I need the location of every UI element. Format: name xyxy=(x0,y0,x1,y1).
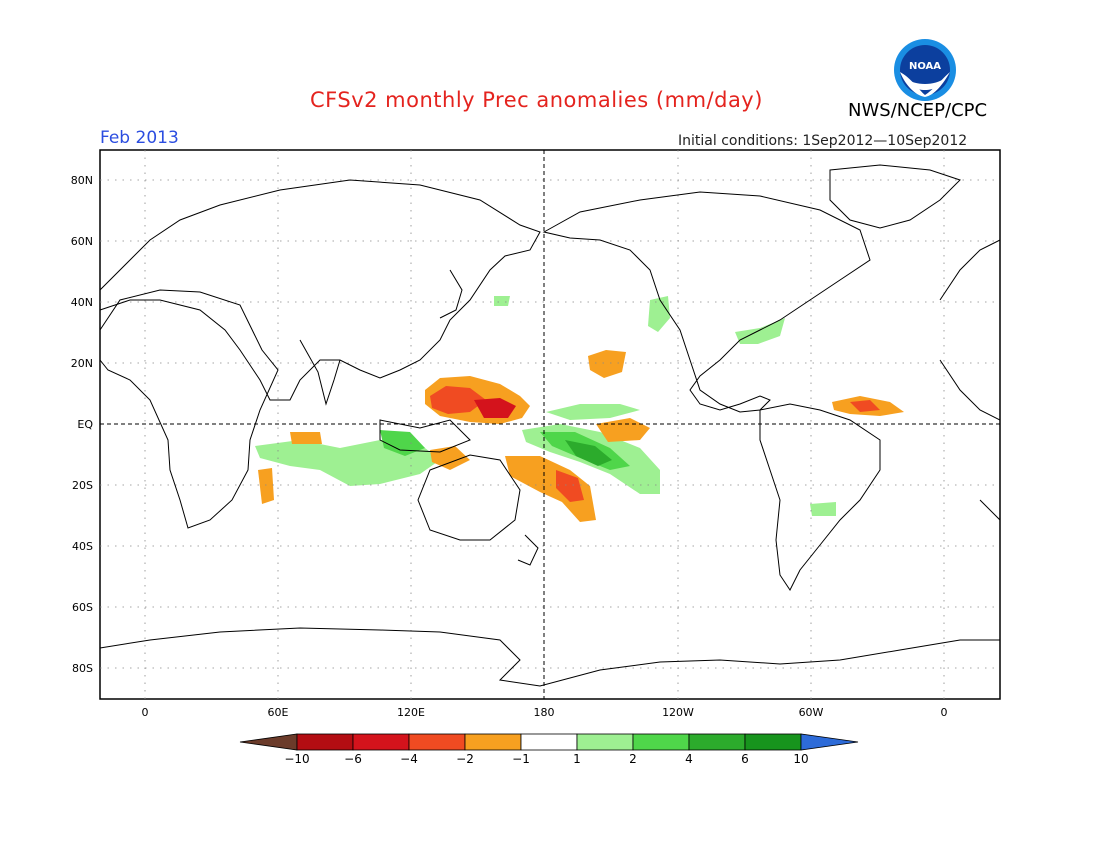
anomaly-region-indian-dry xyxy=(290,432,322,444)
coast-greenland xyxy=(829,164,961,229)
anomaly-region-cpac-wet-core xyxy=(565,440,612,466)
colorbar-swatch xyxy=(688,733,746,751)
colorbar-label: 4 xyxy=(685,752,693,766)
colorbar-label: 1 xyxy=(573,752,581,766)
colorbar-swatch xyxy=(520,733,578,751)
lat-label-60s: 60S xyxy=(72,601,93,614)
anomaly-region-wpac-dry-core xyxy=(430,386,486,414)
colorbar-swatch xyxy=(576,733,634,751)
coast-europe-west xyxy=(939,239,1001,301)
colorbar-swatch xyxy=(464,733,522,751)
anomaly-region-atlantic-dry-core xyxy=(850,400,880,412)
anomaly-region-indo-wet-core xyxy=(380,430,425,456)
colorbar-swatch xyxy=(352,733,410,751)
coast-europe-asia xyxy=(99,179,541,401)
colorbar-label: −6 xyxy=(344,752,362,766)
lon-label-60e: 60E xyxy=(268,706,289,719)
coast-africa-east xyxy=(939,359,1001,522)
lat-label-20s: 20S xyxy=(72,479,93,492)
lat-label-40n: 40N xyxy=(71,296,93,309)
coast-japan xyxy=(439,269,463,319)
forecast-period: Feb 2013 xyxy=(100,128,179,148)
coast-north-america xyxy=(542,191,871,413)
lat-label-80s: 80S xyxy=(72,662,93,675)
anomaly-region-eq-wet-north xyxy=(546,404,640,420)
lat-label-80n: 80N xyxy=(71,174,93,187)
initial-conditions: Initial conditions: 1Sep2012—10Sep2012 xyxy=(678,133,968,149)
colorbar-swatch xyxy=(744,733,802,751)
colorbar-swatch xyxy=(408,733,466,751)
lat-label-60n: 60N xyxy=(71,235,93,248)
colorbar-triangle-high xyxy=(800,733,859,751)
colorbar-label: 2 xyxy=(629,752,637,766)
coast-south-america xyxy=(759,403,881,591)
colorbar-label: 10 xyxy=(793,752,808,766)
colorbar-triangle-low xyxy=(239,733,298,751)
coast-antarctica xyxy=(99,627,1000,687)
colorbar-label: 6 xyxy=(741,752,749,766)
colorbar-label: −10 xyxy=(284,752,309,766)
lat-label-20n: 20N xyxy=(71,357,93,370)
anomaly-region-japan-wet xyxy=(494,296,510,306)
noaa-logo-text: NOAA xyxy=(909,61,941,72)
lat-label-40s: 40S xyxy=(72,540,93,553)
anomaly-shading xyxy=(255,296,904,522)
lon-label-180: 180 xyxy=(534,706,555,719)
coast-australia xyxy=(417,454,521,541)
anomaly-region-caribbean-wet xyxy=(735,318,785,344)
lon-label-120e: 120E xyxy=(397,706,425,719)
anomaly-region-madagascar-dry xyxy=(258,468,274,504)
anomaly-region-brazil-wet xyxy=(810,502,836,516)
anomaly-region-spcz-dry-core xyxy=(556,470,584,502)
map-title: CFSv2 monthly Prec anomalies (mm/day) xyxy=(310,88,763,112)
coast-india xyxy=(299,339,341,406)
coastlines xyxy=(99,164,1001,687)
colorbar: −10 −6 −4 −2 −1 1 2 4 6 10 xyxy=(239,733,859,766)
graticule xyxy=(100,150,1000,699)
noaa-logo-icon: NOAA xyxy=(894,39,956,101)
lat-labels: 80N 60N 40N 20N EQ 20S 40S 60S 80S xyxy=(71,174,94,675)
anomaly-region-australia-dry xyxy=(430,446,470,470)
colorbar-label: −2 xyxy=(456,752,474,766)
anomaly-region-hawaii-dry xyxy=(588,350,626,378)
colorbar-swatch xyxy=(296,733,354,751)
coast-indonesia xyxy=(379,419,471,453)
lon-label-120w: 120W xyxy=(662,706,694,719)
anomaly-region-pacific-nw-wet xyxy=(648,296,670,332)
anomaly-region-wpac-dry-core2 xyxy=(474,398,516,418)
lon-labels: 0 60E 120E 180 120W 60W 0 xyxy=(142,706,948,719)
colorbar-swatch xyxy=(632,733,690,751)
colorbar-label: −1 xyxy=(512,752,530,766)
lon-label-60w: 60W xyxy=(799,706,824,719)
anomaly-region-spcz-dry xyxy=(505,456,596,522)
lat-label-eq: EQ xyxy=(77,418,93,431)
anomaly-region-cpac-dry-east xyxy=(596,418,650,442)
colorbar-label: −4 xyxy=(400,752,418,766)
agency-label: NWS/NCEP/CPC xyxy=(848,100,988,121)
lon-label-0: 0 xyxy=(142,706,149,719)
coast-new-zealand xyxy=(517,534,539,566)
lon-label-0-right: 0 xyxy=(941,706,948,719)
coast-africa xyxy=(99,289,279,529)
